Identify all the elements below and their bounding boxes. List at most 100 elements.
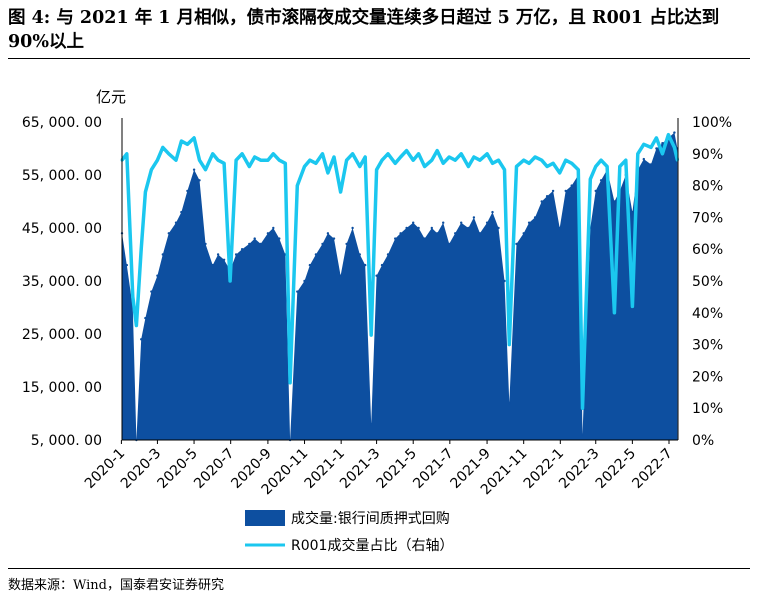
volume-area — [122, 132, 678, 440]
right-tick-label: 30% — [692, 338, 723, 354]
ratio-point — [588, 177, 592, 181]
ratio-point — [430, 158, 434, 162]
ratio-point — [271, 152, 275, 156]
right-tick-label: 40% — [692, 306, 723, 322]
ratio-point — [613, 311, 616, 315]
volume-point — [167, 232, 170, 235]
left-tick-label: 15, 000. 00 — [22, 380, 102, 396]
left-tick-label: 55, 000. 00 — [22, 168, 102, 184]
ratio-point — [228, 279, 232, 283]
ratio-point — [636, 152, 640, 156]
legend-swatch-volume — [245, 510, 285, 526]
ratio-point — [204, 168, 207, 172]
axes — [121, 118, 679, 441]
volume-point — [211, 263, 214, 267]
volume-point — [454, 232, 457, 235]
volume-point — [564, 189, 567, 193]
volume-point — [358, 253, 361, 256]
right-tick-label: 50% — [692, 274, 723, 290]
x-tick-label: 2022-3 — [556, 446, 602, 492]
volume-point — [497, 226, 500, 230]
volume-point — [321, 242, 324, 246]
volume-point — [140, 338, 143, 341]
right-axis-ticks: 100% 90% 80% 70% 60% 50% 40% 30% 20% 10% 0% — [692, 115, 732, 449]
x-axis-ticks: 2020-12020-32020-52020-72020-92020-11202… — [82, 440, 676, 498]
ratio-point — [545, 165, 549, 168]
right-tick-label: 90% — [692, 147, 723, 163]
ratio-point — [234, 158, 238, 162]
ratio-point — [417, 152, 420, 156]
ratio-point — [351, 152, 354, 156]
ratio-point — [661, 152, 664, 156]
right-tick-label: 70% — [692, 210, 723, 226]
volume-point — [296, 290, 299, 293]
ratio-point — [459, 152, 463, 156]
ratio-point — [594, 165, 598, 168]
ratio-point — [259, 158, 263, 162]
ratio-point — [435, 149, 439, 153]
ratio-point — [605, 165, 609, 168]
ratio-point — [139, 247, 143, 251]
x-tick-label: 2020-7 — [191, 446, 237, 492]
y-unit-label: 亿元 — [96, 88, 126, 106]
volume-point — [174, 221, 178, 224]
volume-point — [649, 163, 653, 166]
volume-point — [491, 210, 494, 214]
right-tick-label: 0% — [692, 433, 714, 449]
x-tick-label: 2021-3 — [337, 446, 383, 492]
volume-point — [192, 168, 196, 171]
ratio-point — [369, 333, 373, 337]
ratio-point — [216, 158, 220, 162]
volume-point — [351, 226, 354, 230]
ratio-point — [564, 158, 568, 162]
ratio-point — [558, 171, 562, 175]
ratio-point — [125, 152, 129, 156]
ratio-point — [303, 165, 306, 168]
ratio-point — [503, 168, 506, 172]
x-tick-label: 2020-5 — [154, 446, 200, 492]
volume-point — [234, 253, 238, 256]
volume-point — [599, 179, 603, 182]
volume-point — [380, 263, 384, 267]
volume-point — [332, 237, 336, 240]
ratio-point — [180, 139, 183, 143]
ratio-point — [358, 165, 362, 168]
ratio-point — [345, 158, 348, 162]
volume-point — [399, 232, 402, 235]
ratio-point — [192, 136, 196, 140]
volume-point — [198, 179, 201, 182]
ratio-point — [649, 146, 653, 149]
ratio-point — [472, 155, 476, 159]
volume-point — [144, 316, 147, 320]
ratio-point — [411, 158, 415, 162]
volume-point — [581, 433, 584, 436]
volume-point — [150, 290, 153, 293]
left-tick-label: 45, 000. 00 — [22, 221, 102, 237]
ratio-point — [247, 165, 251, 168]
ratio-point — [551, 161, 555, 165]
volume-point — [527, 221, 531, 224]
right-tick-label: 100% — [692, 115, 732, 131]
ratio-point — [167, 152, 171, 156]
volume-point — [522, 232, 525, 235]
volume-point — [386, 253, 390, 256]
ratio-point — [631, 305, 634, 308]
volume-point — [430, 226, 433, 230]
volume-point — [204, 242, 207, 246]
source-rule — [8, 568, 750, 569]
volume-point — [467, 226, 470, 230]
ratio-point — [375, 168, 378, 172]
ratio-point — [308, 158, 312, 162]
ratio-point — [540, 158, 544, 162]
ratio-point — [386, 152, 390, 156]
ratio-point — [380, 158, 384, 162]
source-note: 数据来源：Wind，国泰君安证券研究 — [8, 578, 224, 593]
volume-point — [508, 401, 511, 405]
left-tick-label: 5, 000. 00 — [31, 433, 102, 449]
volume-point — [161, 253, 164, 256]
volume-point — [423, 237, 426, 240]
legend: 成交量:银行间质押式回购 R001成交量占比（右轴） — [245, 510, 453, 554]
right-tick-label: 60% — [692, 242, 723, 258]
ratio-point — [198, 158, 201, 162]
